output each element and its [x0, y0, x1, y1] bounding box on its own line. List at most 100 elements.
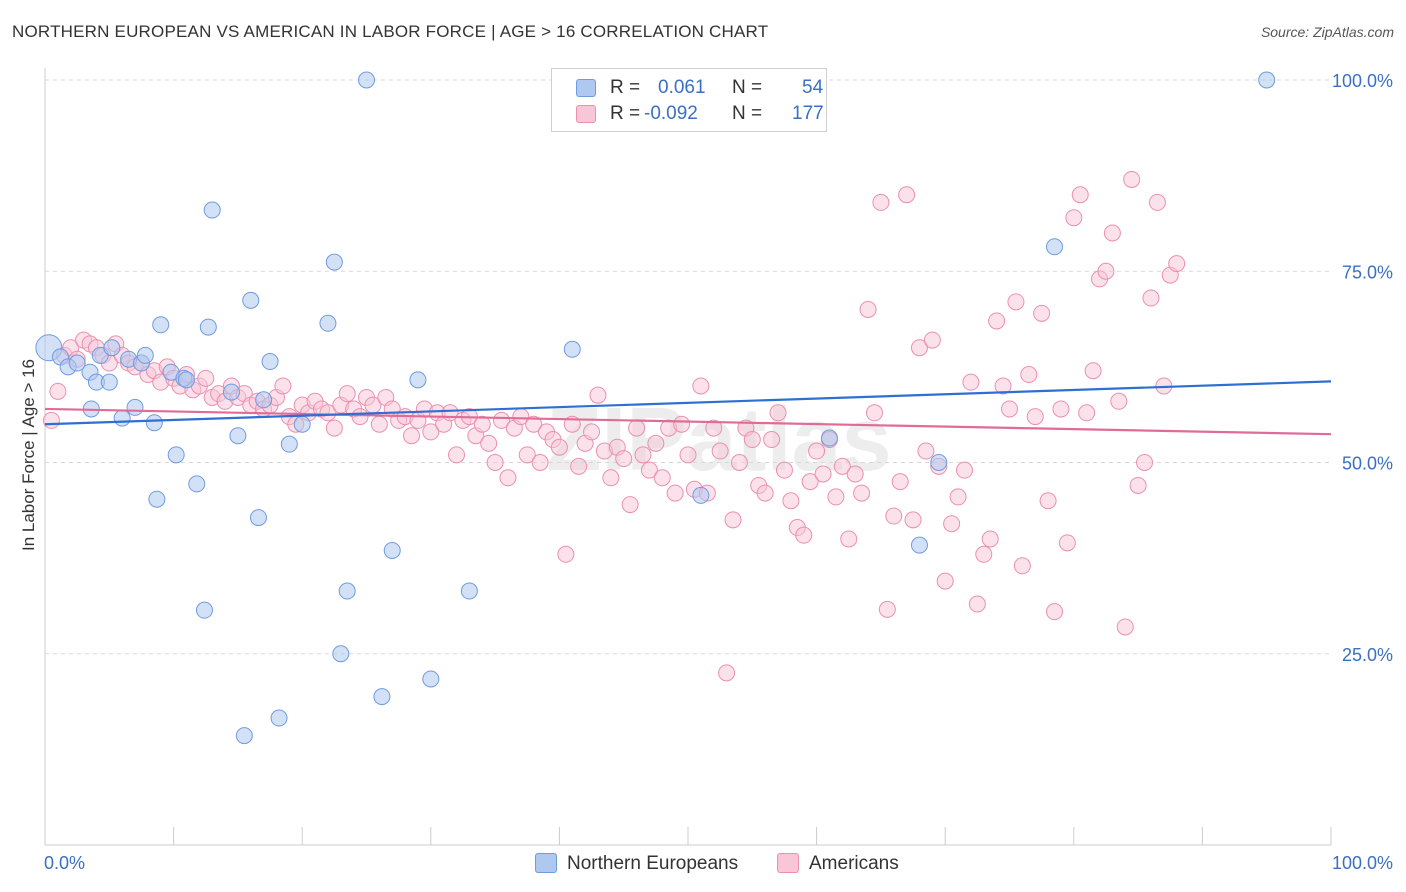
american-point [763, 431, 781, 449]
american-point [679, 446, 697, 464]
northern-europeans-points [35, 71, 1276, 745]
american-point [499, 469, 517, 487]
american-point [846, 465, 864, 483]
american-point [351, 408, 369, 426]
american-point [422, 423, 440, 441]
northern-european-point [235, 727, 253, 745]
american-point [1046, 603, 1064, 621]
american-point [197, 369, 215, 387]
american-point [865, 404, 883, 422]
american-point [1065, 209, 1083, 227]
american-point [718, 664, 736, 682]
american-point [557, 545, 575, 563]
northern-european-point [383, 541, 401, 559]
american-point [1078, 404, 1096, 422]
american-point [1071, 186, 1089, 204]
northern-trend-line [44, 380, 1332, 426]
northern-european-point [293, 415, 311, 433]
american-point [936, 572, 954, 590]
american-point [1013, 557, 1031, 575]
american-point [338, 385, 356, 403]
pink-swatch [777, 853, 799, 873]
american-point [647, 434, 665, 452]
x-tick-label: 100.0% [1332, 853, 1393, 873]
american-point [1026, 408, 1044, 426]
northern-european-point [177, 371, 195, 389]
american-point [814, 465, 832, 483]
american-point [325, 419, 343, 437]
american-point [1123, 170, 1141, 188]
american-point [1129, 476, 1147, 494]
american-point [1116, 618, 1134, 636]
y-tick-label: 100.0% [1332, 71, 1393, 91]
american-point [1110, 392, 1128, 410]
american-point [711, 442, 729, 460]
trend-lines [44, 380, 1332, 436]
northern-european-point [229, 427, 247, 445]
northern-european-point [255, 391, 273, 409]
american-point [730, 454, 748, 471]
american-point [493, 411, 511, 429]
northern-european-point [319, 314, 337, 332]
northern-european-point [113, 409, 131, 427]
northern-european-point [280, 435, 298, 453]
american-point [525, 415, 543, 433]
american-point [775, 461, 793, 479]
y-tick-label: 75.0% [1342, 262, 1393, 282]
chart-title: NORTHERN EUROPEAN VS AMERICAN IN LABOR F… [12, 22, 769, 41]
american-point [975, 545, 993, 563]
northern-european-point [422, 670, 440, 688]
northern-european-point [820, 429, 838, 447]
american-point [531, 454, 549, 471]
american-point [1007, 293, 1025, 311]
northern-european-point [148, 490, 166, 508]
american-point [910, 339, 928, 357]
american-point [583, 423, 601, 441]
american-point [878, 600, 896, 618]
y-tick-label: 50.0% [1342, 454, 1393, 474]
american-point [705, 419, 723, 437]
american-point [769, 404, 787, 422]
northern-european-point [338, 582, 356, 600]
legend-label: Northern Europeans [567, 853, 739, 874]
northern-european-point [270, 709, 288, 727]
n-value: 54 [802, 77, 824, 98]
northern-european-point [126, 398, 144, 416]
american-point [898, 186, 916, 204]
american-point [1103, 224, 1121, 242]
american-point [782, 492, 800, 510]
american-point [570, 457, 588, 475]
axis-layer: 25.0% 50.0% 75.0% 100.0% 0.0% 100.0% [44, 68, 1393, 873]
american-point [795, 526, 813, 544]
american-point [653, 469, 671, 487]
r-value: 0.061 [658, 77, 706, 98]
american-point [1168, 255, 1186, 273]
american-point [1020, 366, 1038, 384]
americans-trend-line [44, 407, 1332, 436]
stats-legend: R = 0.061 N = 54 R = -0.092 N = 177 [551, 68, 827, 132]
y-axis-label: In Labor Force | Age > 16 [19, 359, 38, 551]
american-point [859, 301, 877, 318]
american-point [949, 488, 967, 506]
northern-european-point [930, 454, 948, 471]
northern-european-point [100, 373, 118, 391]
american-point [988, 312, 1006, 330]
american-point [640, 461, 658, 479]
source-label: Source: ZipAtlas.com [1260, 24, 1394, 40]
american-point [615, 450, 633, 468]
northern-european-point [68, 354, 86, 372]
legend-label: Americans [809, 853, 899, 874]
american-point [673, 415, 691, 433]
northern-european-point [203, 201, 221, 219]
northern-european-point [325, 253, 343, 271]
american-point [403, 427, 421, 445]
american-point [801, 473, 819, 491]
northern-european-point [136, 346, 154, 364]
american-point [743, 431, 761, 449]
american-point [1097, 262, 1115, 280]
american-point [550, 438, 568, 456]
american-point [692, 377, 710, 395]
american-point [473, 415, 491, 433]
northern-european-point [358, 71, 375, 89]
american-point [1052, 400, 1070, 418]
